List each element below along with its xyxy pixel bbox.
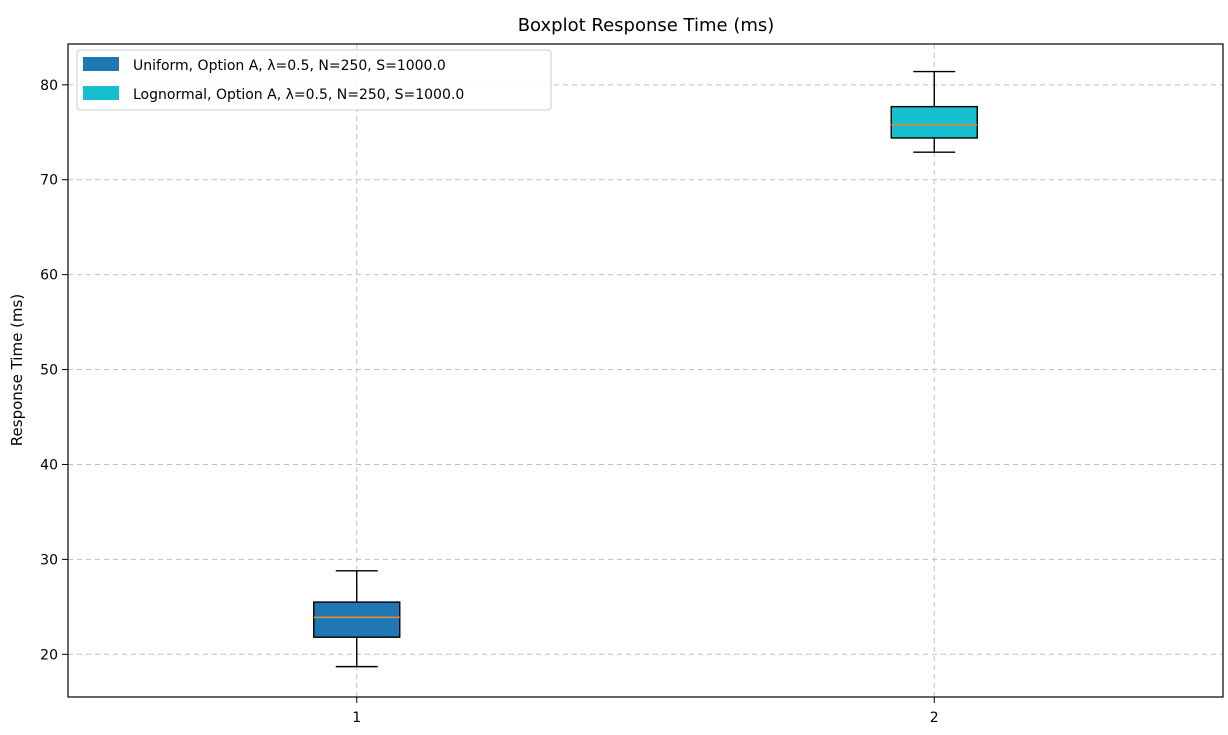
plot-frame bbox=[67, 43, 1224, 698]
y-tick-label: 20 bbox=[40, 647, 58, 663]
iqr-box bbox=[890, 105, 978, 139]
y-tick-label: 40 bbox=[40, 457, 58, 473]
chart-title: Boxplot Response Time (ms) bbox=[518, 15, 775, 36]
y-tick-label: 70 bbox=[40, 173, 58, 189]
y-tick-label: 50 bbox=[40, 363, 58, 379]
legend-label-lognormal: Lognormal, Option A, λ=0.5, N=250, S=100… bbox=[133, 87, 464, 103]
iqr-box bbox=[313, 601, 401, 638]
legend: Uniform, Option A, λ=0.5, N=250, S=1000.… bbox=[76, 49, 552, 111]
y-axis-label: Response Time (ms) bbox=[8, 294, 26, 446]
grid-lines bbox=[68, 44, 1223, 697]
legend-swatch-uniform bbox=[83, 57, 119, 71]
box-2 bbox=[890, 70, 978, 153]
y-tick-label: 60 bbox=[40, 268, 58, 284]
legend-box bbox=[76, 49, 552, 111]
y-axis-ticks: 20 30 40 50 60 70 80 bbox=[40, 78, 68, 663]
x-tick-label: 2 bbox=[930, 710, 939, 726]
x-tick-label: 1 bbox=[352, 710, 361, 726]
legend-label-uniform: Uniform, Option A, λ=0.5, N=250, S=1000.… bbox=[133, 58, 446, 74]
box-series bbox=[313, 70, 978, 668]
y-tick-label: 30 bbox=[40, 552, 58, 568]
y-tick-label: 80 bbox=[40, 78, 58, 94]
box-1 bbox=[313, 570, 401, 668]
legend-swatch-lognormal bbox=[83, 86, 119, 100]
